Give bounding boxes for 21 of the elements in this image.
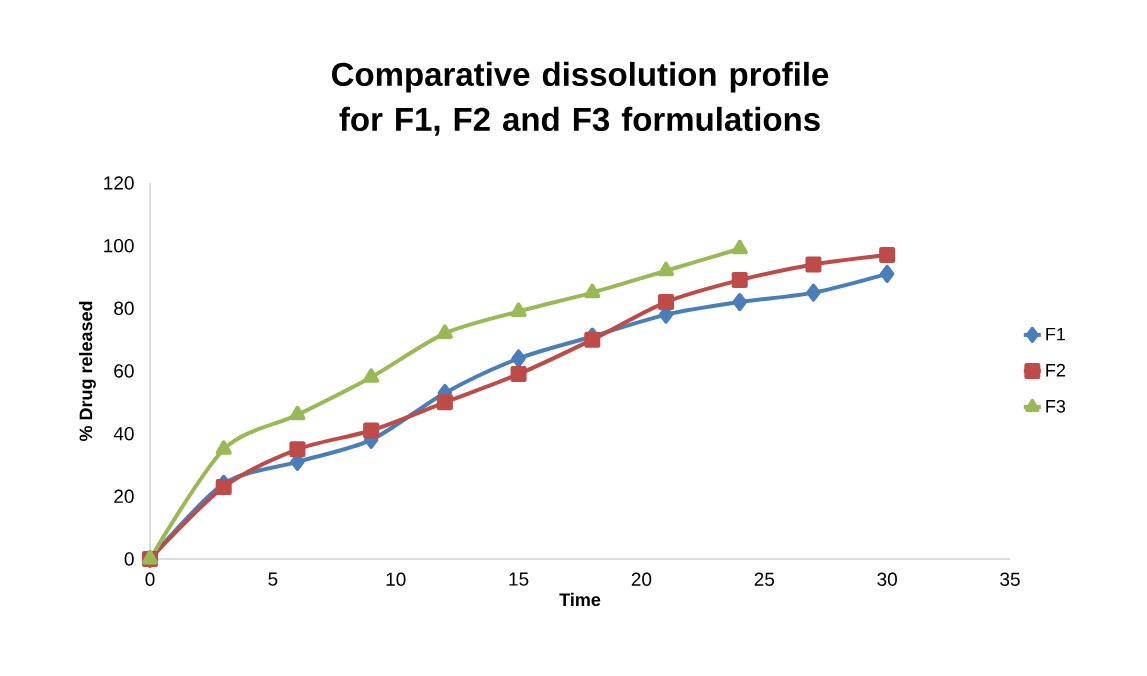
x-axis-title: Time: [559, 592, 601, 607]
y-tick-label: 100: [104, 238, 134, 253]
y-tick-label: 20: [114, 489, 134, 504]
x-tick-label: 25: [754, 572, 775, 586]
y-tick-label: 0: [124, 552, 134, 566]
y-tick-label: 120: [104, 176, 134, 190]
x-tick-label: 35: [1000, 572, 1020, 586]
legend-label: F1: [1046, 327, 1065, 341]
y-axis-title: % Drug released: [79, 301, 96, 442]
x-tick-label: 10: [386, 572, 406, 586]
y-tick-label: 40: [113, 426, 134, 441]
legend-label: F2: [1046, 363, 1065, 377]
legend-label: F3: [1046, 399, 1066, 413]
y-tick-label: 80: [114, 301, 134, 316]
x-tick-label: 0: [145, 572, 155, 586]
chart-title: Comparative dissolution profile for F1, F2 and F3 formulations: [331, 61, 829, 136]
x-tick-label: 30: [877, 572, 897, 586]
y-tick-label: 60: [114, 364, 134, 378]
x-tick-label: 20: [631, 572, 652, 586]
x-tick-label: 15: [509, 572, 529, 586]
x-tick-label: 5: [268, 572, 278, 586]
